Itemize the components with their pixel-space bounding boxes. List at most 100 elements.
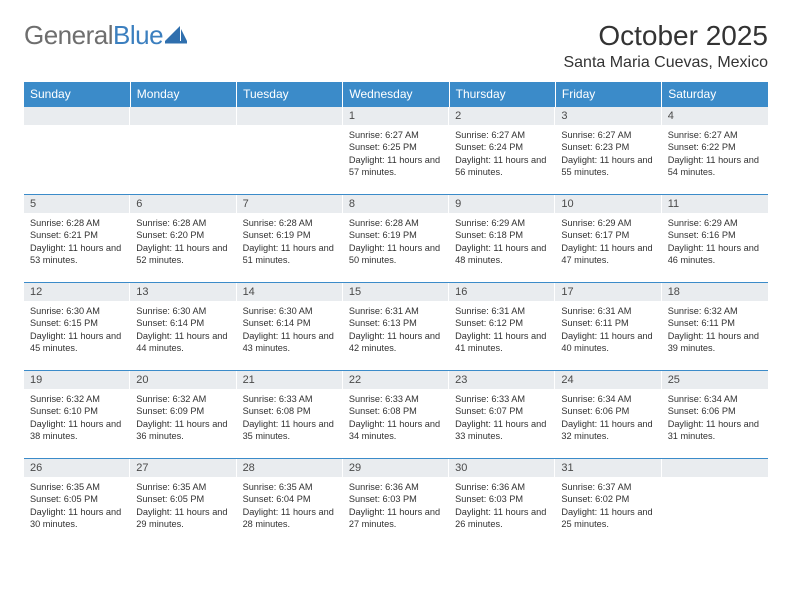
sunset-text: Sunset: 6:11 PM (668, 317, 762, 329)
daylight-text: Daylight: 11 hours and 35 minutes. (243, 418, 337, 443)
calendar-cell: 26Sunrise: 6:35 AMSunset: 6:05 PMDayligh… (24, 459, 130, 547)
calendar-cell (237, 107, 343, 195)
daylight-text: Daylight: 11 hours and 27 minutes. (349, 506, 443, 531)
sunset-text: Sunset: 6:03 PM (455, 493, 549, 505)
day-data: Sunrise: 6:31 AMSunset: 6:13 PMDaylight:… (343, 301, 449, 361)
day-number: 31 (555, 459, 661, 477)
sunrise-text: Sunrise: 6:29 AM (455, 217, 549, 229)
sunrise-text: Sunrise: 6:35 AM (243, 481, 337, 493)
day-number: 24 (555, 371, 661, 389)
day-number: 19 (24, 371, 130, 389)
sunset-text: Sunset: 6:07 PM (455, 405, 549, 417)
calendar-cell: 9Sunrise: 6:29 AMSunset: 6:18 PMDaylight… (449, 195, 555, 283)
daylight-text: Daylight: 11 hours and 48 minutes. (455, 242, 549, 267)
day-data: Sunrise: 6:35 AMSunset: 6:05 PMDaylight:… (24, 477, 130, 537)
calendar-cell (24, 107, 130, 195)
calendar-cell: 23Sunrise: 6:33 AMSunset: 6:07 PMDayligh… (449, 371, 555, 459)
sunset-text: Sunset: 6:19 PM (349, 229, 443, 241)
day-number: 10 (555, 195, 661, 213)
day-number: 17 (555, 283, 661, 301)
calendar-cell: 29Sunrise: 6:36 AMSunset: 6:03 PMDayligh… (343, 459, 449, 547)
day-number (24, 107, 130, 125)
day-data: Sunrise: 6:27 AMSunset: 6:24 PMDaylight:… (449, 125, 555, 185)
calendar-cell: 15Sunrise: 6:31 AMSunset: 6:13 PMDayligh… (343, 283, 449, 371)
day-number: 6 (130, 195, 236, 213)
sunrise-text: Sunrise: 6:30 AM (243, 305, 337, 317)
sail-icon (165, 20, 187, 51)
sunset-text: Sunset: 6:08 PM (243, 405, 337, 417)
daylight-text: Daylight: 11 hours and 52 minutes. (136, 242, 230, 267)
calendar-cell: 31Sunrise: 6:37 AMSunset: 6:02 PMDayligh… (555, 459, 661, 547)
sunrise-text: Sunrise: 6:28 AM (136, 217, 230, 229)
sunset-text: Sunset: 6:25 PM (349, 141, 443, 153)
sunset-text: Sunset: 6:14 PM (136, 317, 230, 329)
daylight-text: Daylight: 11 hours and 31 minutes. (668, 418, 762, 443)
sunset-text: Sunset: 6:20 PM (136, 229, 230, 241)
day-number: 15 (343, 283, 449, 301)
day-data: Sunrise: 6:28 AMSunset: 6:20 PMDaylight:… (130, 213, 236, 273)
sunrise-text: Sunrise: 6:27 AM (561, 129, 655, 141)
sunrise-text: Sunrise: 6:31 AM (349, 305, 443, 317)
daylight-text: Daylight: 11 hours and 29 minutes. (136, 506, 230, 531)
sunset-text: Sunset: 6:23 PM (561, 141, 655, 153)
calendar-cell: 14Sunrise: 6:30 AMSunset: 6:14 PMDayligh… (237, 283, 343, 371)
calendar-cell: 30Sunrise: 6:36 AMSunset: 6:03 PMDayligh… (449, 459, 555, 547)
day-data: Sunrise: 6:33 AMSunset: 6:07 PMDaylight:… (449, 389, 555, 449)
sunset-text: Sunset: 6:06 PM (561, 405, 655, 417)
day-number: 11 (662, 195, 768, 213)
daylight-text: Daylight: 11 hours and 40 minutes. (561, 330, 655, 355)
sunrise-text: Sunrise: 6:33 AM (349, 393, 443, 405)
day-header: Saturday (662, 82, 768, 107)
day-number: 12 (24, 283, 130, 301)
day-header: Thursday (449, 82, 555, 107)
day-data: Sunrise: 6:35 AMSunset: 6:05 PMDaylight:… (130, 477, 236, 537)
day-data: Sunrise: 6:33 AMSunset: 6:08 PMDaylight:… (237, 389, 343, 449)
month-title: October 2025 (563, 20, 768, 52)
calendar-cell: 1Sunrise: 6:27 AMSunset: 6:25 PMDaylight… (343, 107, 449, 195)
daylight-text: Daylight: 11 hours and 54 minutes. (668, 154, 762, 179)
calendar-cell: 7Sunrise: 6:28 AMSunset: 6:19 PMDaylight… (237, 195, 343, 283)
day-number: 30 (449, 459, 555, 477)
day-number: 7 (237, 195, 343, 213)
day-data: Sunrise: 6:36 AMSunset: 6:03 PMDaylight:… (449, 477, 555, 537)
sunrise-text: Sunrise: 6:27 AM (349, 129, 443, 141)
day-data: Sunrise: 6:29 AMSunset: 6:16 PMDaylight:… (662, 213, 768, 273)
sunrise-text: Sunrise: 6:28 AM (349, 217, 443, 229)
sunset-text: Sunset: 6:13 PM (349, 317, 443, 329)
calendar-cell: 28Sunrise: 6:35 AMSunset: 6:04 PMDayligh… (237, 459, 343, 547)
sunrise-text: Sunrise: 6:34 AM (668, 393, 762, 405)
day-data: Sunrise: 6:27 AMSunset: 6:23 PMDaylight:… (555, 125, 661, 185)
sunrise-text: Sunrise: 6:27 AM (668, 129, 762, 141)
day-data: Sunrise: 6:37 AMSunset: 6:02 PMDaylight:… (555, 477, 661, 537)
sunset-text: Sunset: 6:05 PM (136, 493, 230, 505)
day-number: 13 (130, 283, 236, 301)
daylight-text: Daylight: 11 hours and 53 minutes. (30, 242, 124, 267)
sunrise-text: Sunrise: 6:32 AM (30, 393, 124, 405)
calendar-cell: 2Sunrise: 6:27 AMSunset: 6:24 PMDaylight… (449, 107, 555, 195)
calendar-table: SundayMondayTuesdayWednesdayThursdayFrid… (24, 82, 768, 547)
calendar-cell: 8Sunrise: 6:28 AMSunset: 6:19 PMDaylight… (343, 195, 449, 283)
day-data: Sunrise: 6:34 AMSunset: 6:06 PMDaylight:… (555, 389, 661, 449)
sunrise-text: Sunrise: 6:32 AM (668, 305, 762, 317)
daylight-text: Daylight: 11 hours and 45 minutes. (30, 330, 124, 355)
day-number: 25 (662, 371, 768, 389)
header-row: General Blue October 2025 Santa Maria Cu… (24, 20, 768, 72)
day-number: 1 (343, 107, 449, 125)
day-data: Sunrise: 6:31 AMSunset: 6:12 PMDaylight:… (449, 301, 555, 361)
calendar-page: General Blue October 2025 Santa Maria Cu… (0, 0, 792, 567)
day-number: 22 (343, 371, 449, 389)
day-number: 3 (555, 107, 661, 125)
calendar-cell: 25Sunrise: 6:34 AMSunset: 6:06 PMDayligh… (662, 371, 768, 459)
day-header: Wednesday (343, 82, 449, 107)
day-data: Sunrise: 6:32 AMSunset: 6:10 PMDaylight:… (24, 389, 130, 449)
day-number: 20 (130, 371, 236, 389)
calendar-cell: 22Sunrise: 6:33 AMSunset: 6:08 PMDayligh… (343, 371, 449, 459)
daylight-text: Daylight: 11 hours and 33 minutes. (455, 418, 549, 443)
sunset-text: Sunset: 6:22 PM (668, 141, 762, 153)
sunrise-text: Sunrise: 6:33 AM (243, 393, 337, 405)
calendar-cell: 24Sunrise: 6:34 AMSunset: 6:06 PMDayligh… (555, 371, 661, 459)
daylight-text: Daylight: 11 hours and 34 minutes. (349, 418, 443, 443)
calendar-cell: 16Sunrise: 6:31 AMSunset: 6:12 PMDayligh… (449, 283, 555, 371)
calendar-cell: 3Sunrise: 6:27 AMSunset: 6:23 PMDaylight… (555, 107, 661, 195)
day-data: Sunrise: 6:35 AMSunset: 6:04 PMDaylight:… (237, 477, 343, 537)
